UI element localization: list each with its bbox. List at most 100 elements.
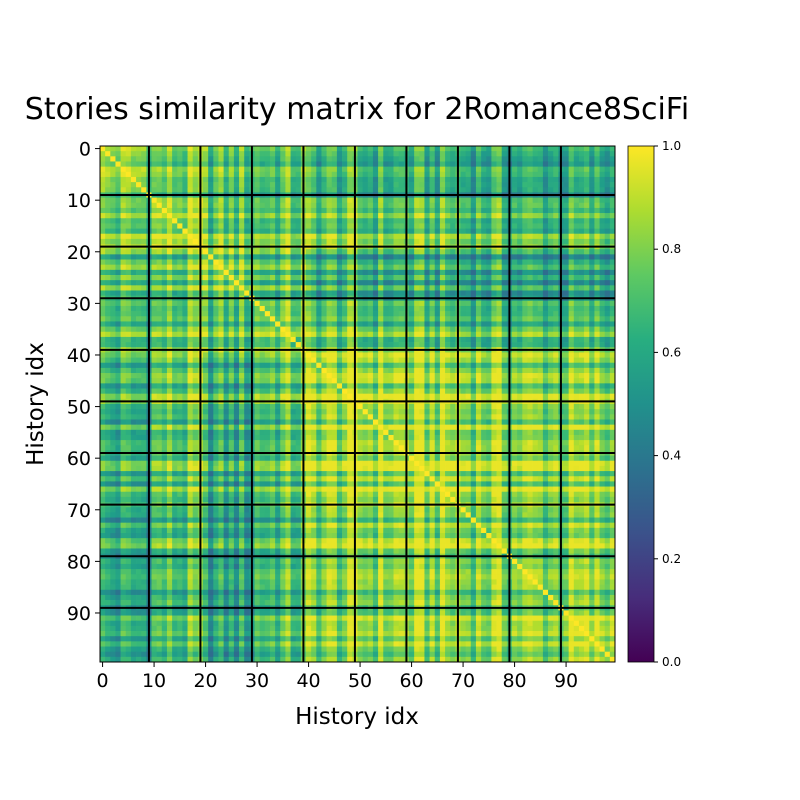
heatmap-cell <box>475 342 482 348</box>
heatmap-cell <box>414 321 420 327</box>
heatmap-cell <box>372 300 379 307</box>
heatmap-cell <box>491 187 497 193</box>
heatmap-cell <box>156 373 163 379</box>
heatmap-cell <box>372 187 379 193</box>
heatmap-cell <box>321 393 327 400</box>
heatmap-cell <box>532 367 539 374</box>
heatmap-cell <box>542 207 549 214</box>
heatmap-cell <box>553 321 559 327</box>
heatmap-cell <box>517 362 523 369</box>
heatmap-cell <box>336 161 343 167</box>
heatmap-cell <box>475 207 482 214</box>
heatmap-cell <box>589 238 595 245</box>
heatmap-cell <box>496 388 503 395</box>
heatmap-cell <box>378 187 384 193</box>
heatmap-cell <box>584 249 590 255</box>
heatmap-cell <box>110 254 116 260</box>
heatmap-cell <box>594 316 600 322</box>
heatmap-cell <box>465 311 472 317</box>
heatmap-cell <box>233 357 240 364</box>
heatmap-cell <box>203 218 209 224</box>
heatmap-cell <box>156 166 163 173</box>
heatmap-cell <box>424 362 430 369</box>
heatmap-cell <box>125 207 132 214</box>
heatmap-cell <box>512 146 518 152</box>
heatmap-cell <box>213 275 219 281</box>
heatmap-cell <box>182 290 188 296</box>
heatmap-cell <box>517 331 523 338</box>
heatmap-cell <box>218 202 224 209</box>
heatmap-cell <box>264 213 271 219</box>
heatmap-cell <box>125 383 132 389</box>
heatmap-cell <box>331 166 338 173</box>
heatmap-cell <box>450 171 456 178</box>
heatmap-cell <box>409 176 415 183</box>
heatmap-cell <box>316 388 322 395</box>
heatmap-cell <box>228 342 235 348</box>
heatmap-cell <box>445 290 451 296</box>
heatmap-cell <box>254 290 260 296</box>
heatmap-cell <box>172 388 178 395</box>
heatmap-cell <box>512 316 518 322</box>
heatmap-cell <box>264 161 271 167</box>
heatmap-cell <box>203 202 209 209</box>
heatmap-cell <box>465 336 472 343</box>
heatmap-cell <box>295 238 302 245</box>
heatmap-cell <box>213 213 219 219</box>
heatmap-cell <box>465 373 472 379</box>
heatmap-cell <box>156 146 163 152</box>
heatmap-cell <box>342 202 348 209</box>
heatmap-cell <box>434 151 441 157</box>
heatmap-cell <box>177 202 183 209</box>
heatmap-cell <box>594 378 600 384</box>
heatmap-cell <box>120 305 127 312</box>
heatmap-cell <box>192 197 199 204</box>
heatmap-cell <box>326 249 333 255</box>
heatmap-cell <box>424 166 430 173</box>
heatmap-cell <box>475 388 482 395</box>
heatmap-cell <box>372 290 379 296</box>
heatmap-cell <box>321 388 327 395</box>
heatmap-cell <box>424 228 430 235</box>
heatmap-cell <box>578 280 585 286</box>
heatmap-cell <box>584 146 590 152</box>
heatmap-cell <box>130 388 137 395</box>
heatmap-cell <box>213 336 219 343</box>
heatmap-cell <box>321 269 327 276</box>
heatmap-cell <box>465 321 472 327</box>
heatmap-cell <box>280 383 286 389</box>
heatmap-cell <box>609 187 616 193</box>
heatmap-cell <box>532 269 539 276</box>
heatmap-cell <box>542 197 549 204</box>
heatmap-cell <box>383 305 389 312</box>
heatmap-cell <box>465 202 472 209</box>
heatmap-cell <box>218 218 224 224</box>
heatmap-cell <box>568 166 575 173</box>
heatmap-cell <box>290 342 297 348</box>
heatmap-cell <box>233 187 240 193</box>
heatmap-cell <box>450 182 456 188</box>
heatmap-cell <box>372 311 379 317</box>
heatmap-cell <box>517 259 523 266</box>
heatmap-cell <box>342 316 348 322</box>
heatmap-cell <box>172 238 178 245</box>
heatmap-cell <box>465 254 472 260</box>
heatmap-cell <box>424 254 430 260</box>
heatmap-cell <box>295 305 302 312</box>
heatmap-cell <box>383 197 389 204</box>
heatmap-cell <box>306 342 312 348</box>
heatmap-cell <box>203 311 209 317</box>
heatmap-cell <box>321 176 327 183</box>
heatmap-cell <box>388 336 394 343</box>
heatmap-cell <box>141 357 147 364</box>
heatmap-cell <box>331 249 338 255</box>
heatmap-cell <box>429 290 436 296</box>
heatmap-cell <box>450 285 456 291</box>
heatmap-cell <box>573 238 580 245</box>
heatmap-cell <box>311 223 317 229</box>
heatmap-cell <box>553 218 559 224</box>
heatmap-cell <box>342 280 348 286</box>
heatmap-cell <box>522 316 528 322</box>
heatmap-cell <box>609 316 616 322</box>
heatmap-cell <box>192 264 199 271</box>
